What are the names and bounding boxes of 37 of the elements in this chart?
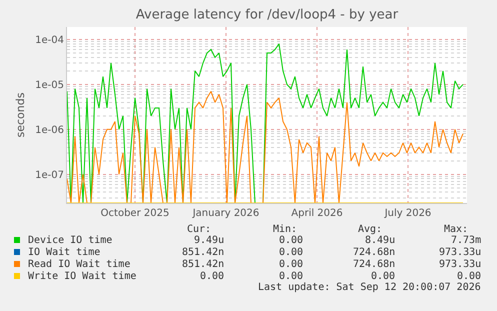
text: 0.00 bbox=[279, 271, 304, 282]
text: 0.00 bbox=[279, 235, 304, 246]
text: 0.00 bbox=[200, 271, 224, 282]
y-tick-label: 1e-06 bbox=[35, 124, 64, 136]
legend-label: Read IO Wait time bbox=[28, 259, 130, 270]
text: 0.00 bbox=[457, 271, 482, 282]
x-tick-label: April 2026 bbox=[291, 208, 343, 219]
text: 851.42n bbox=[182, 247, 224, 258]
x-tick-label: October 2025 bbox=[100, 208, 170, 219]
text: 0.00 bbox=[279, 259, 304, 270]
legend-label: Write IO Wait time bbox=[28, 271, 136, 282]
text: Max: bbox=[444, 224, 468, 235]
text: Cur: bbox=[187, 224, 212, 235]
x-tick-label: January 2026 bbox=[192, 208, 260, 219]
text: 8.49u bbox=[365, 235, 396, 246]
text: Min: bbox=[273, 224, 298, 235]
line-series bbox=[67, 43, 464, 203]
text: Avg: bbox=[358, 224, 382, 235]
y-tick-label: 1e-07 bbox=[35, 170, 64, 181]
text: 724.68n bbox=[353, 247, 396, 258]
text: 724.68n bbox=[353, 259, 396, 270]
text: 973.33u bbox=[439, 247, 482, 258]
y-axis-title: seconds bbox=[14, 92, 27, 138]
legend-label: IO Wait time bbox=[28, 247, 100, 258]
y-tick-label: 1e-04 bbox=[35, 35, 64, 46]
legend-label: Device IO time bbox=[28, 235, 112, 246]
text: 0.00 bbox=[279, 247, 304, 258]
text: 851.42n bbox=[182, 259, 224, 270]
text: 9.49u bbox=[194, 235, 224, 246]
text: 973.33u bbox=[439, 259, 482, 270]
text: Last update: Sat Sep 12 20:00:07 2026 bbox=[258, 282, 481, 293]
text: 0.00 bbox=[371, 271, 396, 282]
x-tick-label: July 2026 bbox=[384, 208, 432, 219]
chart-title: Average latency for /dev/loop4 - by year bbox=[136, 8, 399, 23]
line-series bbox=[67, 90, 464, 203]
text: 7.73m bbox=[451, 235, 482, 246]
y-tick-label: 1e-05 bbox=[35, 80, 64, 91]
